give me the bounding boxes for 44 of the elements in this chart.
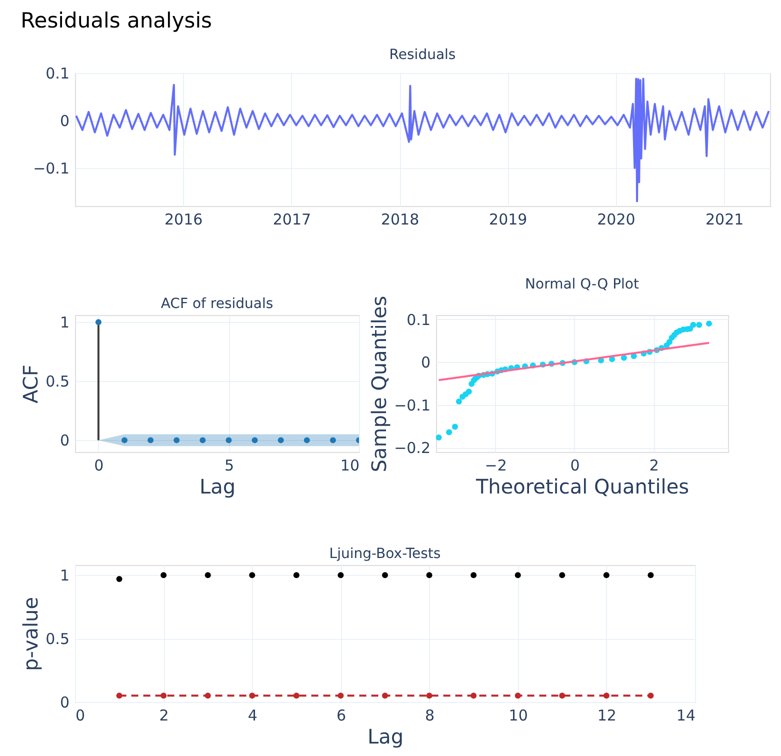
x-axis-title: Theoretical Quantiles	[474, 474, 690, 498]
x-tick-label: 6	[336, 706, 346, 724]
x-tick-label: 2017	[272, 210, 312, 228]
y-tick-label: 0	[60, 694, 70, 712]
x-tick-label: 0	[76, 706, 86, 724]
x-tick-label: 2	[649, 456, 659, 474]
chart-title: Residuals analysis	[20, 8, 212, 32]
x-tick-label: 0	[570, 456, 580, 474]
x-axis-title: Lag	[199, 474, 236, 498]
y-tick-label: −0.1	[33, 160, 70, 178]
x-tick-label: 2	[159, 706, 169, 724]
chart-title: Normal Q-Q Plot	[525, 276, 640, 292]
y-axis-title: p-value	[18, 596, 43, 672]
x-tick-label: 0	[94, 456, 104, 474]
y-tick-label: 0.5	[46, 372, 70, 391]
chart-title: Ljuing-Box-Tests	[329, 546, 441, 562]
y-tick-label: 1	[60, 566, 70, 585]
x-tick-label: 10	[508, 706, 528, 724]
chart-subtitle: Residuals	[389, 47, 456, 63]
x-tick-label: 5	[224, 456, 234, 474]
x-tick-label: 12	[597, 706, 616, 724]
y-tick-label: −0.2	[394, 439, 430, 458]
y-tick-label: 0.1	[406, 310, 430, 329]
y-tick-label: 0	[420, 354, 430, 372]
y-tick-label: 0.1	[46, 64, 70, 82]
x-tick-label: −2	[484, 456, 507, 474]
x-tick-label: 10	[340, 456, 360, 474]
y-axis-title: ACF	[18, 364, 43, 404]
y-tick-label: 1	[60, 314, 70, 332]
x-tick-label: 2016	[164, 210, 203, 228]
x-tick-label: 14	[676, 706, 696, 724]
y-axis-title: Sample Quantiles	[367, 296, 392, 472]
x-tick-label: 2020	[597, 210, 636, 228]
x-tick-label: 2021	[706, 210, 744, 228]
y-tick-label: 0.5	[46, 630, 70, 648]
y-tick-label: 0	[60, 432, 70, 450]
x-tick-label: 4	[248, 706, 258, 724]
x-axis-title: Lag	[367, 724, 404, 748]
x-tick-label: 8	[425, 706, 435, 724]
y-tick-label: −0.1	[394, 396, 430, 414]
chart-title: ACF of residuals	[160, 296, 274, 312]
y-tick-label: 0	[60, 112, 70, 130]
x-tick-label: 2018	[380, 210, 420, 228]
x-tick-label: 2019	[489, 210, 528, 228]
